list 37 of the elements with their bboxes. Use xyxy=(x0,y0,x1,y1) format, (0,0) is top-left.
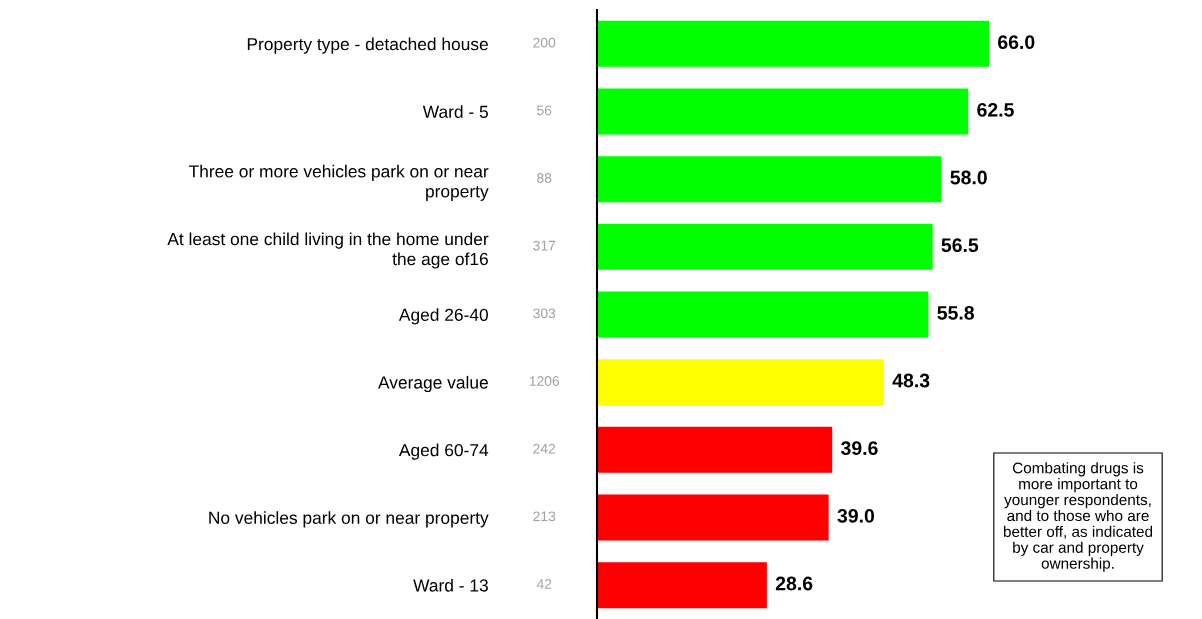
bar xyxy=(597,359,884,406)
data-label: 39.0 xyxy=(837,508,875,523)
y2-tick-label: 56 xyxy=(537,105,552,116)
y2-tick-label: 242 xyxy=(533,443,556,454)
data-label: 58.0 xyxy=(950,170,987,185)
y2-tick-label: 1206 xyxy=(529,376,560,386)
y2-tick-label: 42 xyxy=(536,579,552,589)
y2-tick-label: 200 xyxy=(533,37,556,48)
y2-tick-label: 317 xyxy=(533,240,556,251)
data-label: 39.6 xyxy=(840,441,878,456)
bar xyxy=(597,223,933,270)
data-label: 56.5 xyxy=(941,238,979,253)
y-tick-label: Property type - detached house xyxy=(247,37,488,54)
y2-tick-label: 88 xyxy=(537,173,552,183)
y2-tick-label: 213 xyxy=(533,511,556,522)
bar xyxy=(597,88,969,135)
y-tick-label: Ward - 5 xyxy=(422,105,488,118)
y-tick-label: Aged 26-40 xyxy=(398,308,488,325)
y-tick-label: At least one child living in the home under the age of16 xyxy=(167,232,489,269)
y-tick-label: No vehicles park on or near property xyxy=(209,511,489,528)
bar xyxy=(597,20,989,67)
data-label: 55.8 xyxy=(937,305,974,320)
y-tick-label: Aged 60-74 xyxy=(398,443,489,460)
y-tick-label: Average value xyxy=(378,375,488,393)
bar xyxy=(597,291,929,338)
data-label: 28.6 xyxy=(775,576,813,591)
y-tick-label: Ward - 13 xyxy=(413,578,488,592)
data-label: 48.3 xyxy=(892,373,930,388)
y2-tick-label: 303 xyxy=(533,308,556,319)
data-label: 62.5 xyxy=(977,102,1014,117)
bar xyxy=(597,156,942,203)
bar xyxy=(597,494,829,541)
y-tick-label: Three or more vehicles park on or near property xyxy=(188,164,489,201)
bar xyxy=(597,426,833,473)
bar xyxy=(597,562,767,609)
data-label: 66.0 xyxy=(998,35,1035,50)
text: Combating drugs is more important to younger respondents, and to those who are better off, as indicated by car and property ownership. xyxy=(1003,462,1153,572)
